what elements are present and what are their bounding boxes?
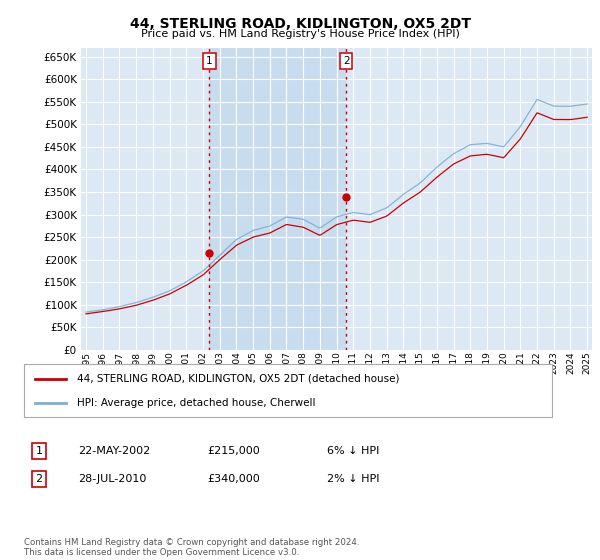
Text: 6% ↓ HPI: 6% ↓ HPI (327, 446, 379, 456)
Text: 2% ↓ HPI: 2% ↓ HPI (327, 474, 380, 484)
Text: Price paid vs. HM Land Registry's House Price Index (HPI): Price paid vs. HM Land Registry's House … (140, 29, 460, 39)
Text: 44, STERLING ROAD, KIDLINGTON, OX5 2DT (detached house): 44, STERLING ROAD, KIDLINGTON, OX5 2DT (… (77, 374, 400, 384)
Bar (346, 48, 600, 350)
Text: 1: 1 (35, 446, 43, 456)
Text: 22-MAY-2002: 22-MAY-2002 (78, 446, 150, 456)
Text: 2: 2 (35, 474, 43, 484)
Bar (209, 48, 346, 350)
Text: 44, STERLING ROAD, KIDLINGTON, OX5 2DT: 44, STERLING ROAD, KIDLINGTON, OX5 2DT (130, 17, 470, 31)
Text: 2: 2 (343, 56, 349, 66)
Text: HPI: Average price, detached house, Cherwell: HPI: Average price, detached house, Cher… (77, 398, 316, 408)
Text: £340,000: £340,000 (207, 474, 260, 484)
Text: 1: 1 (206, 56, 212, 66)
Text: Contains HM Land Registry data © Crown copyright and database right 2024.
This d: Contains HM Land Registry data © Crown c… (24, 538, 359, 557)
Text: £215,000: £215,000 (207, 446, 260, 456)
Text: 28-JUL-2010: 28-JUL-2010 (78, 474, 146, 484)
